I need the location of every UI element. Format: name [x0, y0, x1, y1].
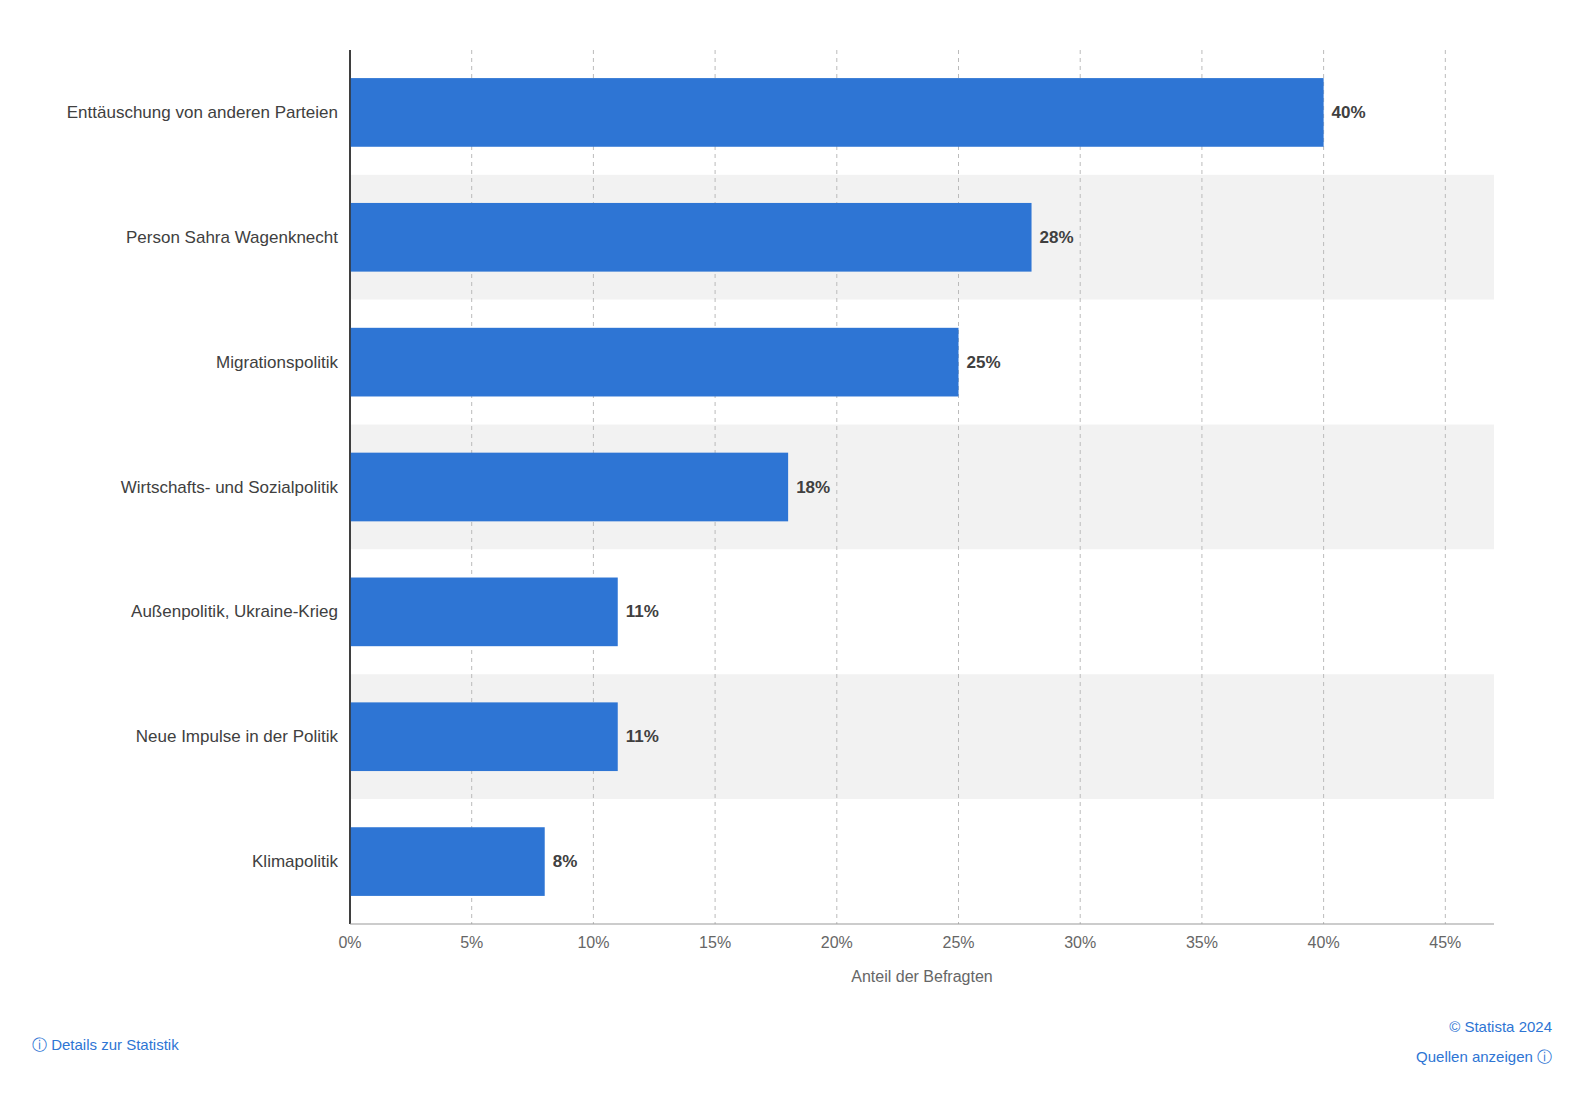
x-tick-label: 40%: [1308, 934, 1340, 951]
bar: [350, 78, 1324, 147]
zero-line: [349, 50, 351, 924]
row-background: [350, 549, 1494, 674]
grid: [350, 50, 1445, 924]
bar: [350, 578, 618, 647]
row-background: [350, 175, 1494, 300]
row-background: [350, 425, 1494, 550]
chart: 40% 28% 25% 18% 11% 11% 8% Enttäuschung von and…: [0, 0, 1584, 1094]
x-tick-labels: 0% 5% 10% 15% 20% 25% 30% 35% 40% 45%: [338, 934, 1461, 951]
category-label: Person Sahra Wagenknecht: [126, 228, 338, 247]
x-axis-line: [350, 924, 1494, 925]
x-tick-label: 0%: [338, 934, 361, 951]
footer-note: ⓘ Details zur Statistik: [32, 1036, 179, 1053]
category-label: Klimapolitik: [252, 852, 338, 871]
y-tick-labels: Enttäuschung von anderen Parteien Person …: [67, 103, 339, 871]
row-background: [350, 50, 1494, 175]
bar: [350, 203, 1032, 272]
data-label: 18%: [796, 478, 830, 497]
data-label: 40%: [1332, 103, 1366, 122]
category-label: Enttäuschung von anderen Parteien: [67, 103, 338, 122]
data-label: 11%: [626, 727, 659, 746]
footer-note: Quellen anzeigen ⓘ: [1416, 1048, 1552, 1065]
bars: [350, 78, 1324, 896]
grid-line: [836, 50, 837, 924]
x-axis-label: Anteil der Befragten: [851, 968, 992, 985]
bar: [350, 827, 545, 896]
footer-note: © Statista 2024: [1449, 1018, 1552, 1035]
bar: [350, 702, 618, 771]
grid-line: [1201, 50, 1202, 924]
x-tick-label: 35%: [1186, 934, 1218, 951]
data-label: 25%: [967, 353, 1001, 372]
x-tick-label: 15%: [699, 934, 731, 951]
data-label: 11%: [626, 602, 659, 621]
category-label: Außenpolitik, Ukraine-Krieg: [131, 602, 338, 621]
category-label: Neue Impulse in der Politik: [136, 727, 339, 746]
grid-line: [1080, 50, 1081, 924]
data-label: 8%: [553, 852, 578, 871]
x-tick-label: 25%: [942, 934, 974, 951]
data-label: 28%: [1040, 228, 1074, 247]
x-tick-label: 20%: [821, 934, 853, 951]
category-label: Wirtschafts- und Sozialpolitik: [121, 478, 339, 497]
row-backgrounds: [350, 50, 1494, 924]
x-tick-label: 5%: [460, 934, 483, 951]
bar: [350, 328, 959, 397]
row-background: [350, 799, 1494, 924]
x-tick-label: 45%: [1429, 934, 1461, 951]
x-tick-label: 30%: [1064, 934, 1096, 951]
data-labels: 40% 28% 25% 18% 11% 11% 8%: [553, 103, 1366, 871]
grid-line: [1323, 50, 1324, 924]
grid-line: [1445, 50, 1446, 924]
x-tick-label: 10%: [577, 934, 609, 951]
row-background: [350, 300, 1494, 425]
grid-line: [958, 50, 959, 924]
grid-line: [349, 50, 351, 924]
row-background: [350, 674, 1494, 799]
category-label: Migrationspolitik: [216, 353, 338, 372]
bar: [350, 453, 788, 522]
